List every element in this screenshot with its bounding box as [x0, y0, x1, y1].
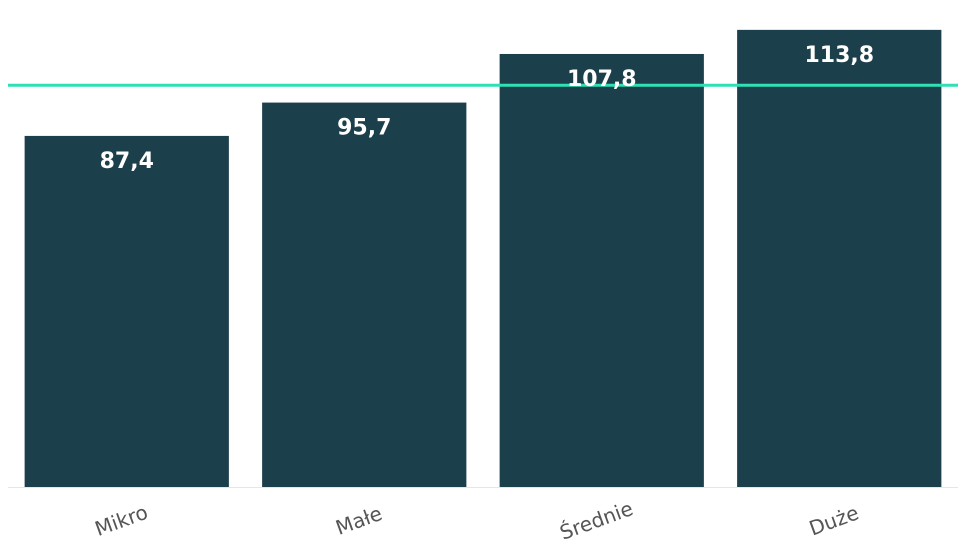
value-label: 113,8: [804, 43, 874, 68]
bars-layer: [24, 29, 942, 488]
bar-2: [262, 102, 467, 487]
bar-1: [24, 135, 229, 487]
bar-4: [737, 29, 942, 488]
category-label: Mikro: [92, 500, 151, 541]
value-label: 87,4: [100, 149, 154, 174]
value-labels-layer: 87,4 95,7 107,8 113,8: [100, 43, 874, 174]
bar-3: [499, 53, 704, 488]
category-label: Duże: [806, 500, 862, 540]
category-label: Małe: [332, 501, 385, 540]
value-label: 95,7: [337, 116, 391, 141]
value-label: 107,8: [567, 67, 637, 92]
category-labels-layer: Mikro Małe Średnie Duże: [92, 496, 862, 545]
category-label: Średnie: [557, 496, 637, 545]
